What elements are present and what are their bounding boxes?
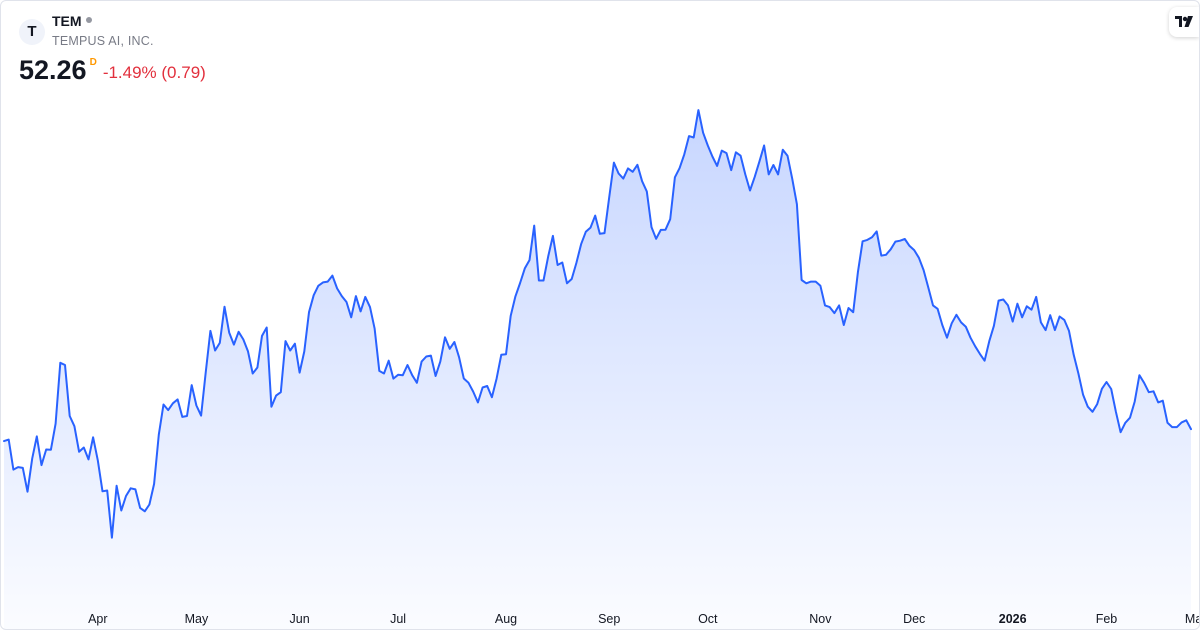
x-tick-label: Jul — [390, 612, 406, 626]
ticker-symbol[interactable]: TEM — [52, 13, 82, 29]
x-tick-label: Nov — [809, 612, 832, 626]
ticker-row: TEM — [52, 13, 92, 31]
x-tick-label: Jun — [290, 612, 310, 626]
price-change: -1.49% (0.79) — [102, 63, 206, 82]
x-tick-label: Aug — [495, 612, 517, 626]
x-axis: Apr May Jun Jul Aug Sep Oct Nov Dec 2026 Feb Mar — [88, 612, 1199, 626]
x-tick-label: Feb — [1096, 612, 1118, 626]
x-tick-label: Dec — [903, 612, 925, 626]
x-tick-label: Mar — [1185, 612, 1199, 626]
session-badge: D — [89, 57, 97, 68]
tradingview-logo-icon[interactable] — [1169, 7, 1199, 37]
price-line — [3, 109, 1192, 539]
x-tick-label: Oct — [698, 612, 718, 626]
company-name: TEMPUS AI, INC. — [52, 34, 154, 48]
tradingview-mark-icon — [1175, 16, 1193, 27]
price-area — [4, 110, 1191, 629]
last-price: 52.26 — [19, 55, 87, 85]
x-tick-label: Apr — [88, 612, 107, 626]
x-tick-label: May — [185, 612, 209, 626]
price-row: 52.26 D -1.49% (0.79) — [19, 55, 206, 86]
x-tick-label: 2026 — [999, 612, 1027, 626]
x-tick-label: Sep — [598, 612, 620, 626]
market-status-dot-icon — [85, 16, 92, 23]
company-logo: T — [19, 19, 45, 45]
